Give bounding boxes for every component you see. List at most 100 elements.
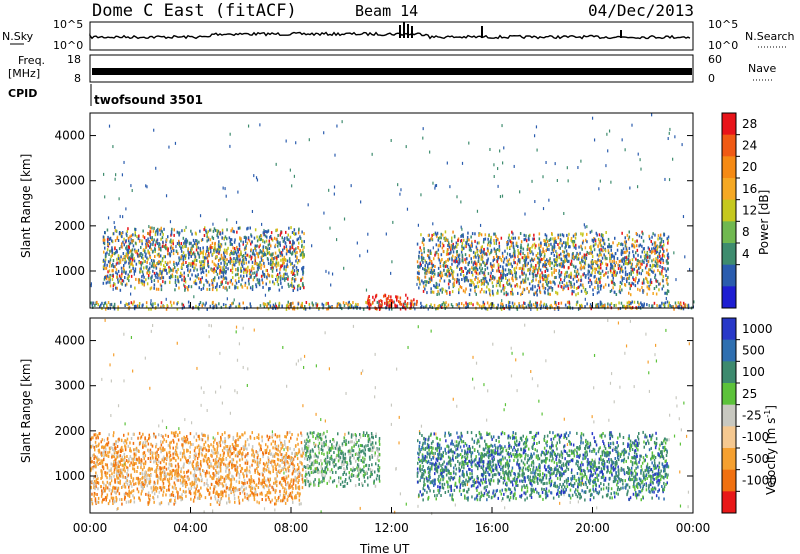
- echo-cell: [229, 144, 231, 148]
- echo-cell: [368, 295, 370, 298]
- echo-cell: [225, 276, 227, 280]
- echo-cell: [105, 277, 108, 281]
- echo-cell: [233, 252, 235, 256]
- echo-cell: [572, 234, 575, 238]
- echo-cell: [573, 290, 575, 294]
- echo-cell: [532, 269, 534, 273]
- echo-cell: [599, 263, 602, 267]
- echo-cell: [454, 260, 456, 264]
- echo-cell: [406, 304, 409, 308]
- echo-cell: [498, 249, 501, 253]
- echo-cell: [432, 290, 435, 294]
- echo-cell: [256, 266, 259, 270]
- y-tick-label: 4000: [54, 129, 85, 143]
- echo-cell: [157, 287, 160, 291]
- echo-cell: [519, 252, 522, 256]
- echo-cell: [365, 300, 367, 304]
- echo-cell: [264, 293, 267, 297]
- echo-cell: [324, 331, 326, 335]
- echo-cell: [399, 296, 402, 300]
- echo-cell: [105, 281, 108, 285]
- echo-cell: [138, 304, 141, 308]
- echo-cell: [434, 186, 436, 190]
- echo-cell: [237, 272, 239, 276]
- echo-cell: [225, 271, 227, 275]
- echo-cell: [621, 276, 623, 280]
- echo-cell: [524, 260, 527, 264]
- echo-cell: [629, 283, 632, 287]
- echo-cell: [177, 462, 179, 466]
- colorbar-frame: [721, 112, 737, 309]
- echo-cell: [626, 273, 629, 276]
- echo-cell: [187, 288, 189, 292]
- echo-cell: [238, 247, 241, 251]
- nave-tick-top: 60: [708, 53, 722, 66]
- echo-cell: [185, 237, 187, 241]
- echo-cell: [169, 267, 171, 271]
- echo-cell: [326, 307, 328, 311]
- echo-cell: [221, 401, 224, 405]
- echo-cell: [106, 263, 108, 267]
- echo-cell: [215, 469, 217, 473]
- echo-cell: [638, 278, 640, 282]
- echo-cell: [507, 240, 509, 243]
- echo-cell: [255, 285, 258, 289]
- echo-cell: [496, 269, 498, 273]
- echo-cell: [228, 285, 231, 289]
- echo-cell: [467, 279, 469, 283]
- echo-cell: [219, 245, 221, 249]
- echo-cell: [617, 267, 620, 270]
- echo-cell: [626, 305, 629, 308]
- echo-cell: [221, 231, 224, 235]
- echo-cell: [541, 412, 543, 416]
- echo-cell: [118, 247, 121, 251]
- echo-cell: [605, 262, 607, 266]
- echo-cell: [276, 480, 278, 484]
- echo-cell: [212, 268, 214, 272]
- echo-cell: [207, 259, 209, 263]
- echo-cell: [667, 241, 669, 245]
- echo-cell: [600, 247, 602, 251]
- echo-cell: [427, 265, 429, 269]
- echo-cell: [118, 274, 121, 278]
- echo-cell: [640, 301, 642, 305]
- echo-cell: [534, 266, 536, 270]
- echo-cell: [303, 232, 305, 236]
- echo-cell: [343, 217, 346, 221]
- echo-cell: [90, 460, 92, 464]
- echo-cell: [188, 270, 191, 274]
- echo-cell: [101, 377, 103, 381]
- echo-cell: [341, 120, 343, 124]
- echo-cell: [343, 266, 345, 270]
- echo-cell: [215, 250, 218, 254]
- echo-cell: [113, 221, 115, 225]
- echo-cell: [121, 242, 123, 246]
- echo-cell: [120, 300, 122, 304]
- echo-cell: [596, 506, 598, 510]
- echo-cell: [405, 145, 407, 149]
- echo-cell: [594, 274, 596, 278]
- echo-cell: [165, 268, 167, 272]
- echo-cell: [205, 252, 207, 256]
- echo-cell: [582, 283, 584, 287]
- echo-cell: [577, 257, 580, 261]
- echo-cell: [577, 253, 580, 257]
- echo-cell: [398, 415, 400, 419]
- echo-cell: [289, 241, 291, 245]
- echo-cell: [679, 442, 681, 446]
- echo-cell: [584, 289, 586, 293]
- echo-cell: [555, 275, 557, 279]
- echo-cell: [666, 292, 668, 296]
- echo-cell: [521, 290, 524, 294]
- echo-cell: [534, 291, 537, 295]
- echo-cell: [208, 283, 211, 287]
- echo-cell: [476, 241, 479, 245]
- echo-cell: [461, 227, 463, 231]
- echo-cell: [234, 286, 236, 290]
- echo-cell: [133, 300, 135, 304]
- echo-cell: [567, 252, 569, 256]
- echo-cell: [234, 389, 236, 393]
- echo-cell: [471, 266, 473, 270]
- echo-cell: [573, 285, 575, 289]
- echo-cell: [150, 299, 152, 303]
